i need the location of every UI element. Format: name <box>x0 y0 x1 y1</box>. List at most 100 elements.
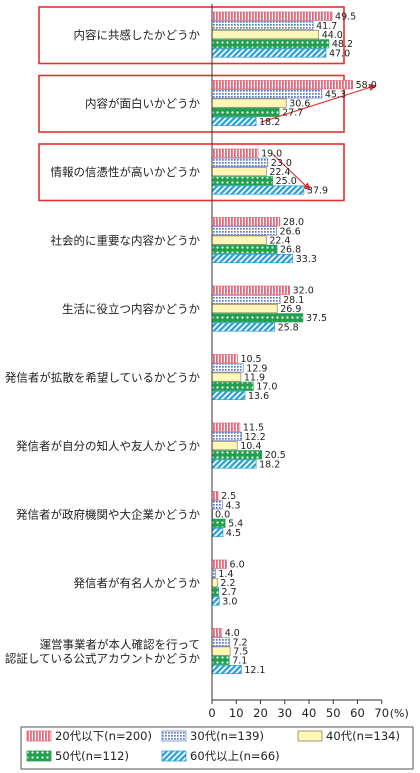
bar <box>211 655 230 665</box>
legend-swatch <box>161 730 187 742</box>
data-label: 12.9 <box>246 363 267 374</box>
category-label: 運営事業者が本人確認を行って <box>40 638 200 652</box>
x-tick-label: 70 <box>374 706 389 720</box>
highlight-box <box>38 143 345 202</box>
data-label: 7.5 <box>233 647 248 658</box>
data-label: 4.0 <box>225 628 240 639</box>
data-label: 32.0 <box>293 286 314 297</box>
bar <box>211 431 242 441</box>
data-label: 11.5 <box>243 423 264 434</box>
data-label: 1.4 <box>218 569 233 580</box>
bar <box>211 518 226 528</box>
x-tick-label: 10 <box>229 706 244 720</box>
data-label: 13.6 <box>248 391 269 402</box>
x-tick-label: 30 <box>277 706 292 720</box>
bar <box>211 354 238 364</box>
legend-label: 50代(n=112) <box>55 749 129 763</box>
bar <box>211 628 223 638</box>
data-label: 18.2 <box>259 117 280 128</box>
bar <box>211 107 280 117</box>
bar <box>211 116 257 127</box>
data-label: 2.7 <box>222 587 237 598</box>
data-label: 26.8 <box>280 245 301 256</box>
bar <box>211 422 241 432</box>
bar <box>211 322 275 332</box>
bar <box>211 450 263 460</box>
data-label: 3.0 <box>222 596 237 607</box>
bar <box>211 381 254 391</box>
category-label: 発信者が政府機関や大企業かどうか <box>16 508 200 522</box>
data-label: 22.4 <box>269 236 290 247</box>
bar <box>211 226 277 236</box>
data-label: 10.4 <box>240 441 261 452</box>
category-label: 生活に役立つ内容かどうか <box>62 302 200 316</box>
data-label: 37.9 <box>307 185 328 196</box>
legend-swatch <box>26 730 52 742</box>
category-label: 情報の信憑性が高いかどうか <box>51 165 201 179</box>
x-tick-label: 0 <box>208 706 215 720</box>
legend-swatch <box>161 750 187 762</box>
bar <box>211 176 273 186</box>
highlight-box <box>38 74 345 133</box>
data-label: 47.0 <box>329 48 350 59</box>
bar <box>211 568 216 578</box>
highlight-box <box>38 6 345 65</box>
bar <box>211 89 323 99</box>
bar <box>211 217 281 227</box>
data-label: 45.3 <box>325 89 346 100</box>
bar <box>211 491 219 501</box>
data-label: 12.1 <box>244 665 265 676</box>
bar <box>211 285 290 295</box>
data-label: 0.0 <box>215 510 230 521</box>
data-label: 41.7 <box>316 21 337 32</box>
bar <box>211 664 242 675</box>
bar <box>211 48 327 58</box>
data-label: 7.1 <box>232 656 247 667</box>
bar <box>211 500 223 510</box>
legend-label: 60代以上(n=66) <box>190 749 280 763</box>
bar <box>211 578 218 588</box>
bar <box>211 167 267 177</box>
x-tick-label: 50 <box>326 706 341 720</box>
data-label: 7.2 <box>232 637 247 648</box>
x-tick-label: 40 <box>302 706 317 720</box>
legend-label: 30代(n=139) <box>190 729 264 743</box>
data-label: 4.3 <box>225 500 240 511</box>
data-label: 4.5 <box>226 528 241 539</box>
bar <box>211 304 278 314</box>
bar <box>211 527 224 538</box>
bar <box>211 372 242 382</box>
bar <box>211 253 294 264</box>
bar <box>211 596 220 606</box>
data-label: 2.5 <box>221 491 236 502</box>
data-label: 28.0 <box>283 217 304 228</box>
data-label: 58.0 <box>356 80 377 91</box>
data-label: 26.9 <box>280 304 301 315</box>
bar <box>211 646 231 656</box>
category-label: 発信者が自分の知人や友人かどうか <box>16 439 200 453</box>
bar <box>211 363 244 373</box>
trend-arrow <box>260 83 377 123</box>
data-label: 33.3 <box>296 254 317 265</box>
data-label: 22.4 <box>269 167 290 178</box>
data-label: 37.5 <box>306 313 327 324</box>
category-label: 社会的に重要な内容かどうか <box>51 234 201 248</box>
data-label: 25.8 <box>278 322 299 333</box>
x-tick-label: 20 <box>253 706 268 720</box>
data-label: 11.9 <box>244 373 265 384</box>
legend-swatch <box>297 730 323 742</box>
data-label: 6.0 <box>230 560 245 571</box>
bar <box>211 441 238 451</box>
data-label: 30.6 <box>289 99 310 110</box>
bar <box>211 39 330 49</box>
category-label: 内容に共感したかどうか <box>74 28 201 42</box>
bar <box>211 559 227 569</box>
x-axis-unit: (%) <box>390 707 409 720</box>
legend-swatch <box>26 750 52 762</box>
category-label: 発信者が有名人かどうか <box>74 576 201 590</box>
bar <box>211 30 320 40</box>
category-label: 内容が面白いかどうか <box>85 97 200 111</box>
trend-arrow <box>272 153 311 191</box>
